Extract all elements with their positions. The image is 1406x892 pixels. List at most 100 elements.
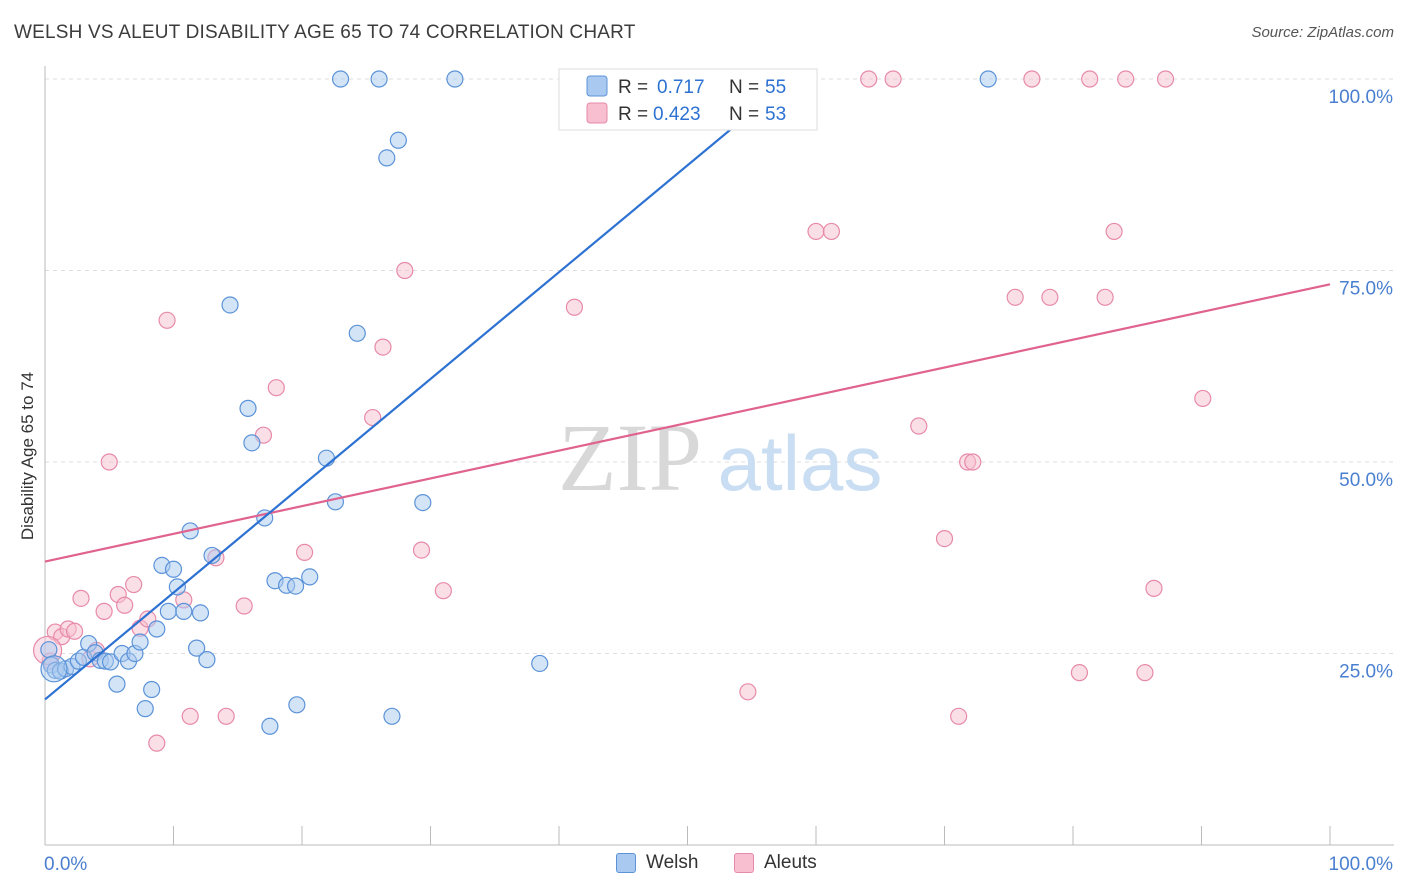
- welsh-point-50: [446, 70, 464, 88]
- welsh-point-35: [261, 717, 279, 735]
- welsh-point-45: [370, 70, 388, 88]
- bottom-legend-welsh[interactable]: Welsh: [616, 852, 698, 874]
- legend-welsh-r-value: 0.717: [657, 77, 705, 98]
- aleut-point-33: [822, 222, 841, 241]
- welsh-point-20: [148, 620, 166, 638]
- top-legend: R = 0.717 N = 55 R = 0.423 N = 53: [558, 68, 818, 131]
- aleut-point-50: [1145, 579, 1163, 597]
- aleut-point-8: [95, 602, 113, 620]
- legend-aleut-n-value: 53: [765, 104, 786, 125]
- y-tick-label-25: 25.0%: [1339, 662, 1393, 683]
- aleut-point-43: [1041, 288, 1059, 306]
- welsh-swatch: [616, 853, 636, 873]
- aleut-point-37: [935, 529, 954, 548]
- legend-welsh-n-label: N =: [729, 77, 759, 98]
- aleut-point-4: [65, 622, 84, 640]
- welsh-point-31: [221, 296, 239, 314]
- welsh-cluster-point: [40, 655, 68, 683]
- aleut-point-34: [860, 70, 878, 88]
- welsh-points: [40, 70, 997, 735]
- welsh-point-18: [136, 700, 154, 718]
- aleut-point-46: [1096, 288, 1114, 306]
- legend-welsh-n-value: 55: [765, 77, 786, 98]
- aleut-point-15: [148, 734, 166, 752]
- welsh-point-22: [159, 602, 177, 620]
- welsh-legend-label: Welsh: [646, 852, 699, 873]
- gridlines: [45, 78, 1394, 654]
- legend-aleut-swatch: [586, 102, 608, 124]
- aleut-point-12: [125, 575, 143, 594]
- tick-labels: 25.0% 50.0% 75.0% 100.0% 0.0% 100.0%: [44, 87, 1393, 875]
- welsh-point-51: [531, 654, 549, 673]
- aleut-point-44: [1070, 664, 1089, 682]
- aleuts-legend-label: Aleuts: [764, 852, 817, 873]
- y-tick-label-75: 75.0%: [1339, 279, 1393, 300]
- aleut-point-30: [565, 298, 584, 316]
- aleut-point-47: [1105, 222, 1123, 241]
- welsh-point-48: [389, 131, 407, 149]
- welsh-point-29: [198, 651, 216, 669]
- welsh-point-33: [243, 434, 261, 452]
- trend-lines: [44, 70, 1331, 701]
- legend-welsh-swatch: [586, 75, 608, 97]
- watermark-zip: ZIP: [558, 404, 702, 511]
- welsh-trend-line: [44, 70, 802, 701]
- aleut-swatch: [734, 853, 754, 873]
- watermark: ZIP atlas: [558, 404, 882, 511]
- welsh-point-49: [414, 493, 432, 512]
- welsh-point-23: [164, 560, 183, 578]
- welsh-point-46: [378, 149, 396, 167]
- welsh-point-39: [288, 696, 306, 714]
- aleut-point-51: [1156, 70, 1175, 88]
- welsh-point-43: [331, 70, 350, 88]
- legend-aleut-r-value: 0.423: [653, 104, 701, 125]
- welsh-point-28: [191, 604, 210, 622]
- x-tick-label-end: 100.0%: [1329, 854, 1394, 875]
- welsh-point-47: [383, 707, 401, 725]
- aleut-points: [32, 70, 1212, 752]
- y-tick-label-50: 50.0%: [1339, 470, 1393, 491]
- legend-aleut-n-label: N =: [729, 104, 759, 125]
- aleut-point-35: [884, 70, 902, 88]
- bottom-legend: Welsh Aleuts: [0, 852, 1406, 878]
- welsh-point-17: [131, 633, 149, 651]
- aleut-trend-line: [44, 283, 1331, 563]
- aleut-point-49: [1136, 664, 1154, 682]
- aleut-point-36: [910, 417, 928, 435]
- aleut-point-11: [116, 596, 134, 614]
- aleut-point-25: [364, 408, 382, 427]
- aleut-point-42: [1023, 70, 1041, 88]
- welsh-point-12: [101, 653, 120, 671]
- aleut-point-21: [235, 597, 253, 615]
- aleut-point-41: [1006, 288, 1024, 306]
- welsh-point-25: [175, 602, 193, 620]
- aleut-point-26: [374, 338, 392, 356]
- welsh-point-32: [239, 399, 257, 417]
- welsh-point-38: [286, 577, 305, 595]
- aleut-point-31: [739, 683, 757, 701]
- aleut-point-18: [181, 707, 199, 725]
- welsh-point-54: [979, 70, 997, 88]
- aleut-point-48: [1117, 70, 1135, 88]
- aleut-point-27: [396, 261, 414, 280]
- aleut-point-24: [295, 543, 314, 561]
- source-label: Source: ZipAtlas.com: [1251, 24, 1394, 41]
- chart-title: WELSH VS ALEUT DISABILITY AGE 65 TO 74 C…: [14, 22, 636, 43]
- x-tick-label-start: 0.0%: [44, 854, 87, 875]
- aleut-point-52: [1194, 389, 1212, 408]
- welsh-point-13: [108, 675, 126, 693]
- aleut-point-20: [217, 707, 235, 725]
- welsh-point-19: [143, 680, 161, 699]
- welsh-point-44: [348, 324, 366, 342]
- aleut-point-16: [158, 311, 176, 329]
- aleut-point-38: [950, 707, 968, 725]
- welsh-point-27: [188, 639, 206, 657]
- aleut-point-23: [267, 379, 285, 397]
- bottom-legend-aleuts[interactable]: Aleuts: [734, 852, 817, 874]
- aleut-point-32: [807, 222, 825, 241]
- welsh-point-24: [168, 578, 186, 596]
- legend-welsh-r-label: R =: [618, 77, 648, 98]
- welsh-point-41: [317, 449, 336, 467]
- aleut-point-45: [1081, 70, 1099, 88]
